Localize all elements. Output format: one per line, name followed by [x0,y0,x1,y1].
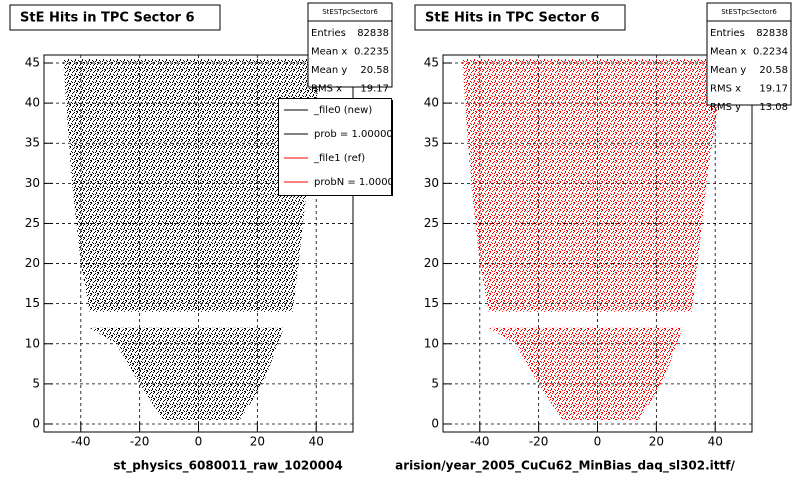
x-tick-label: 40 [309,435,324,449]
stats-value: 82838 [756,28,788,39]
chart-title: StE Hits in TPC Sector 6 [20,11,195,26]
stats-value: 82838 [357,28,389,39]
stats-label: RMS x [710,84,741,95]
legend: _file0 (new) prob = 1.000000 _file1 (ref) p… [278,98,407,196]
y-tick-label: 10 [424,336,439,350]
stats-label: Mean x [311,47,347,58]
y-tick-label: 20 [25,256,40,270]
legend-label: probN = 1.000000 [314,177,407,188]
legend-box [278,98,392,196]
stats-value: 19.17 [360,84,389,95]
x-tick-label: 20 [250,435,265,449]
stats-box [307,2,393,88]
y-tick-label: 5 [32,376,40,390]
x-tick-label: -20 [529,435,549,449]
x-tick-label: 0 [594,435,602,449]
y-tick-label: 25 [424,216,439,230]
stats-value: 0.2235 [354,47,389,58]
stats-label: Mean x [710,47,746,58]
y-tick-label: 0 [32,416,40,430]
x-tick-label: -40 [71,435,91,449]
y-tick-label: 30 [424,176,439,190]
y-tick-label: 35 [424,136,439,150]
x-axis-label: st_physics_6080011_raw_1020004 [113,459,342,474]
x-tick-label: 0 [195,435,203,449]
y-tick-label: 5 [431,376,439,390]
stats-label: Entries [311,28,346,39]
x-tick-label: 40 [708,435,723,449]
legend-label: _file0 (new) [313,105,372,116]
stats-box [706,2,792,106]
stats-value: 0.2234 [753,47,788,58]
y-tick-label: 25 [25,216,40,230]
chart-title: StE Hits in TPC Sector 6 [425,11,600,26]
legend-label: _file1 (ref) [313,153,365,164]
stats-label: Entries [710,28,745,39]
x-tick-label: -20 [130,435,150,449]
stats-label: RMS y [710,102,741,113]
stats-value: 20.58 [759,65,788,76]
stats-value: 20.58 [360,65,389,76]
plot-border [442,54,753,433]
y-tick-label: 45 [424,56,439,70]
stats-value: 13.08 [759,102,788,113]
stats-label: Mean y [311,65,347,76]
title-box [9,4,221,31]
y-tick-label: 35 [25,136,40,150]
y-tick-label: 15 [25,296,40,310]
x-tick-label: -40 [470,435,490,449]
stats-title: StESTpcSector6 [322,8,378,16]
y-tick-label: 45 [25,56,40,70]
title-box [414,4,626,31]
stats-label: RMS x [311,84,342,95]
y-tick-label: 0 [431,416,439,430]
legend-label: prob = 1.000000 [314,129,399,140]
plot-border [43,54,354,433]
y-tick-label: 40 [424,96,439,110]
stats-title: StESTpcSector6 [721,8,777,16]
x-tick-label: 20 [649,435,664,449]
hit-region [63,59,323,420]
y-tick-label: 30 [25,176,40,190]
stats-value: 19.17 [759,84,788,95]
y-tick-label: 10 [25,336,40,350]
stats-label: Mean y [710,65,746,76]
y-tick-label: 15 [424,296,439,310]
y-tick-label: 20 [424,256,439,270]
hit-region [462,59,722,420]
y-tick-label: 40 [25,96,40,110]
x-axis-label: arision/year_2005_CuCu62_MinBias_daq_sl3… [395,459,735,474]
